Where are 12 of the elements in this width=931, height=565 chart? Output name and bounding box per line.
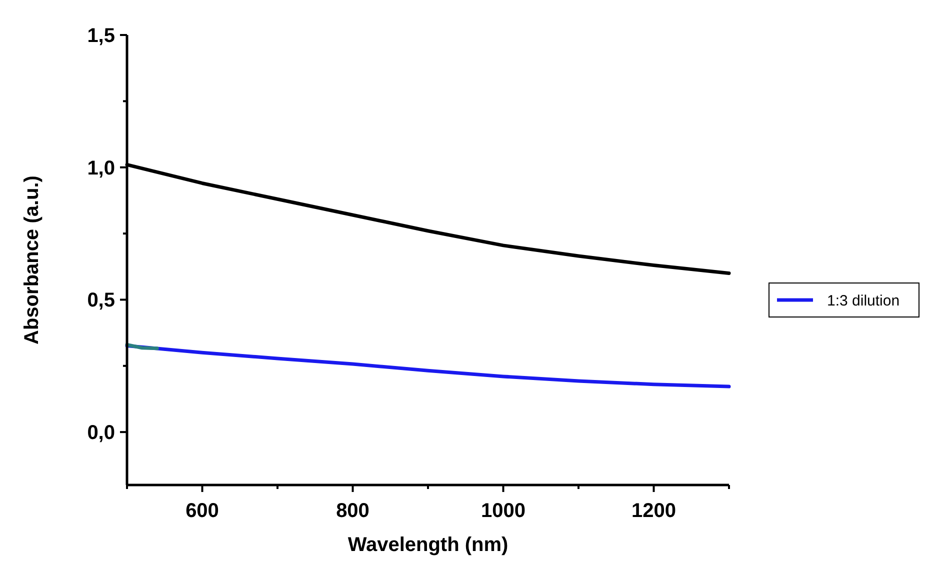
line-series: [125, 344, 731, 388]
y-tick-label: 1,0: [87, 157, 115, 180]
x-axis-title: Wavelength (nm): [348, 534, 508, 556]
x-tick-label: 600: [186, 500, 219, 522]
legend-label: 1:3 dilution: [827, 292, 900, 310]
x-tick-label: 1200: [632, 500, 676, 522]
y-tick-label: 1,5: [87, 25, 115, 47]
x-tick-label: 800: [336, 500, 370, 522]
x-tick-label: 1000: [481, 500, 526, 522]
y-tick-label: 0,0: [87, 422, 115, 444]
y-axis-title: Absorbance (a.u.): [21, 176, 43, 344]
y-tick-label: 0,5: [87, 290, 115, 312]
